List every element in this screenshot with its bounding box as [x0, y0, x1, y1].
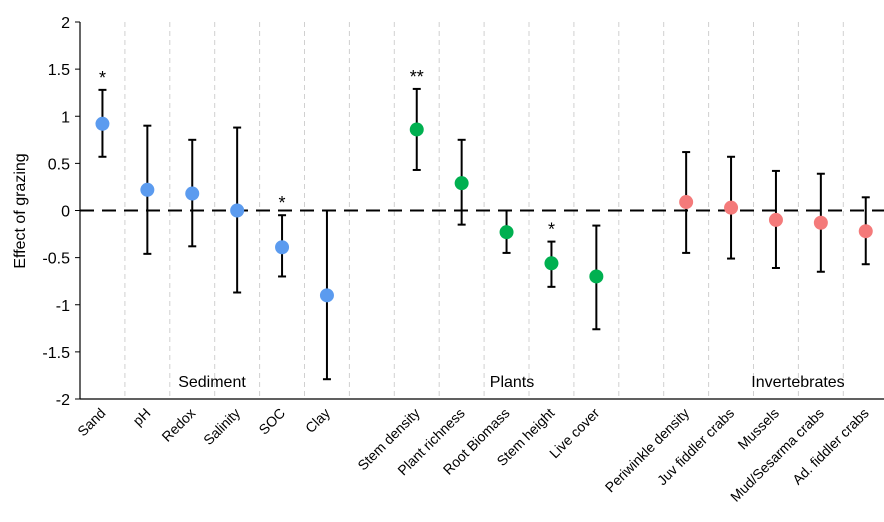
data-point — [409, 122, 424, 137]
significance-label: * — [99, 68, 106, 88]
y-axis-title: Effect of grazing — [12, 153, 29, 268]
data-point — [319, 288, 334, 303]
data-point — [185, 186, 200, 201]
data-point — [499, 225, 514, 240]
category-label: Redox — [158, 405, 198, 445]
category-label: Juv fiddler crabs — [654, 405, 737, 488]
group-label: Invertebrates — [751, 374, 844, 391]
group-label: Sediment — [178, 374, 246, 391]
data-point — [230, 203, 245, 218]
significance-label: * — [548, 220, 555, 240]
data-points — [95, 116, 873, 303]
x-axis-labels: Sand pH Redox Salinity SOC Clay Stem densityPl… — [74, 405, 872, 505]
category-label: SOC — [255, 405, 288, 438]
significance-labels: ***** — [99, 67, 555, 240]
significance-label: ** — [410, 67, 424, 87]
y-tick-label: 1.5 — [48, 62, 70, 79]
y-tick-label: -2 — [56, 392, 70, 409]
category-label: Sand — [74, 405, 108, 439]
y-tick-label: -1.5 — [42, 345, 70, 362]
category-label: Salinity — [200, 405, 243, 448]
y-tick-label: 0 — [61, 204, 70, 221]
data-point — [858, 224, 873, 239]
y-tick-label: 1 — [61, 109, 70, 126]
y-tick-label: -1 — [56, 298, 70, 315]
y-tick-label: 2 — [61, 15, 70, 32]
data-point — [724, 200, 739, 215]
data-point — [454, 176, 469, 191]
data-point — [679, 195, 694, 210]
data-point — [140, 182, 155, 197]
significance-label: * — [279, 193, 286, 213]
group-labels: Sediment Plants Invertebrates — [178, 374, 844, 391]
y-tick-label: -0.5 — [42, 251, 70, 268]
category-label: Ad. fiddler crabs — [789, 405, 872, 488]
data-point — [589, 269, 604, 284]
category-label: Clay — [302, 405, 333, 436]
data-point — [813, 215, 828, 230]
category-label: Live cover — [546, 405, 603, 462]
data-point — [768, 212, 783, 227]
group-label: Plants — [490, 374, 534, 391]
category-label: pH — [129, 405, 153, 429]
y-axis: 2 1.5 1 0.5 0 -0.5 -1 -1.5 -2 — [42, 15, 884, 409]
data-point — [95, 116, 110, 131]
y-tick-label: 0.5 — [48, 156, 70, 173]
data-point — [544, 256, 559, 271]
category-label: Periwinkle density — [602, 405, 693, 496]
data-point — [275, 240, 290, 255]
